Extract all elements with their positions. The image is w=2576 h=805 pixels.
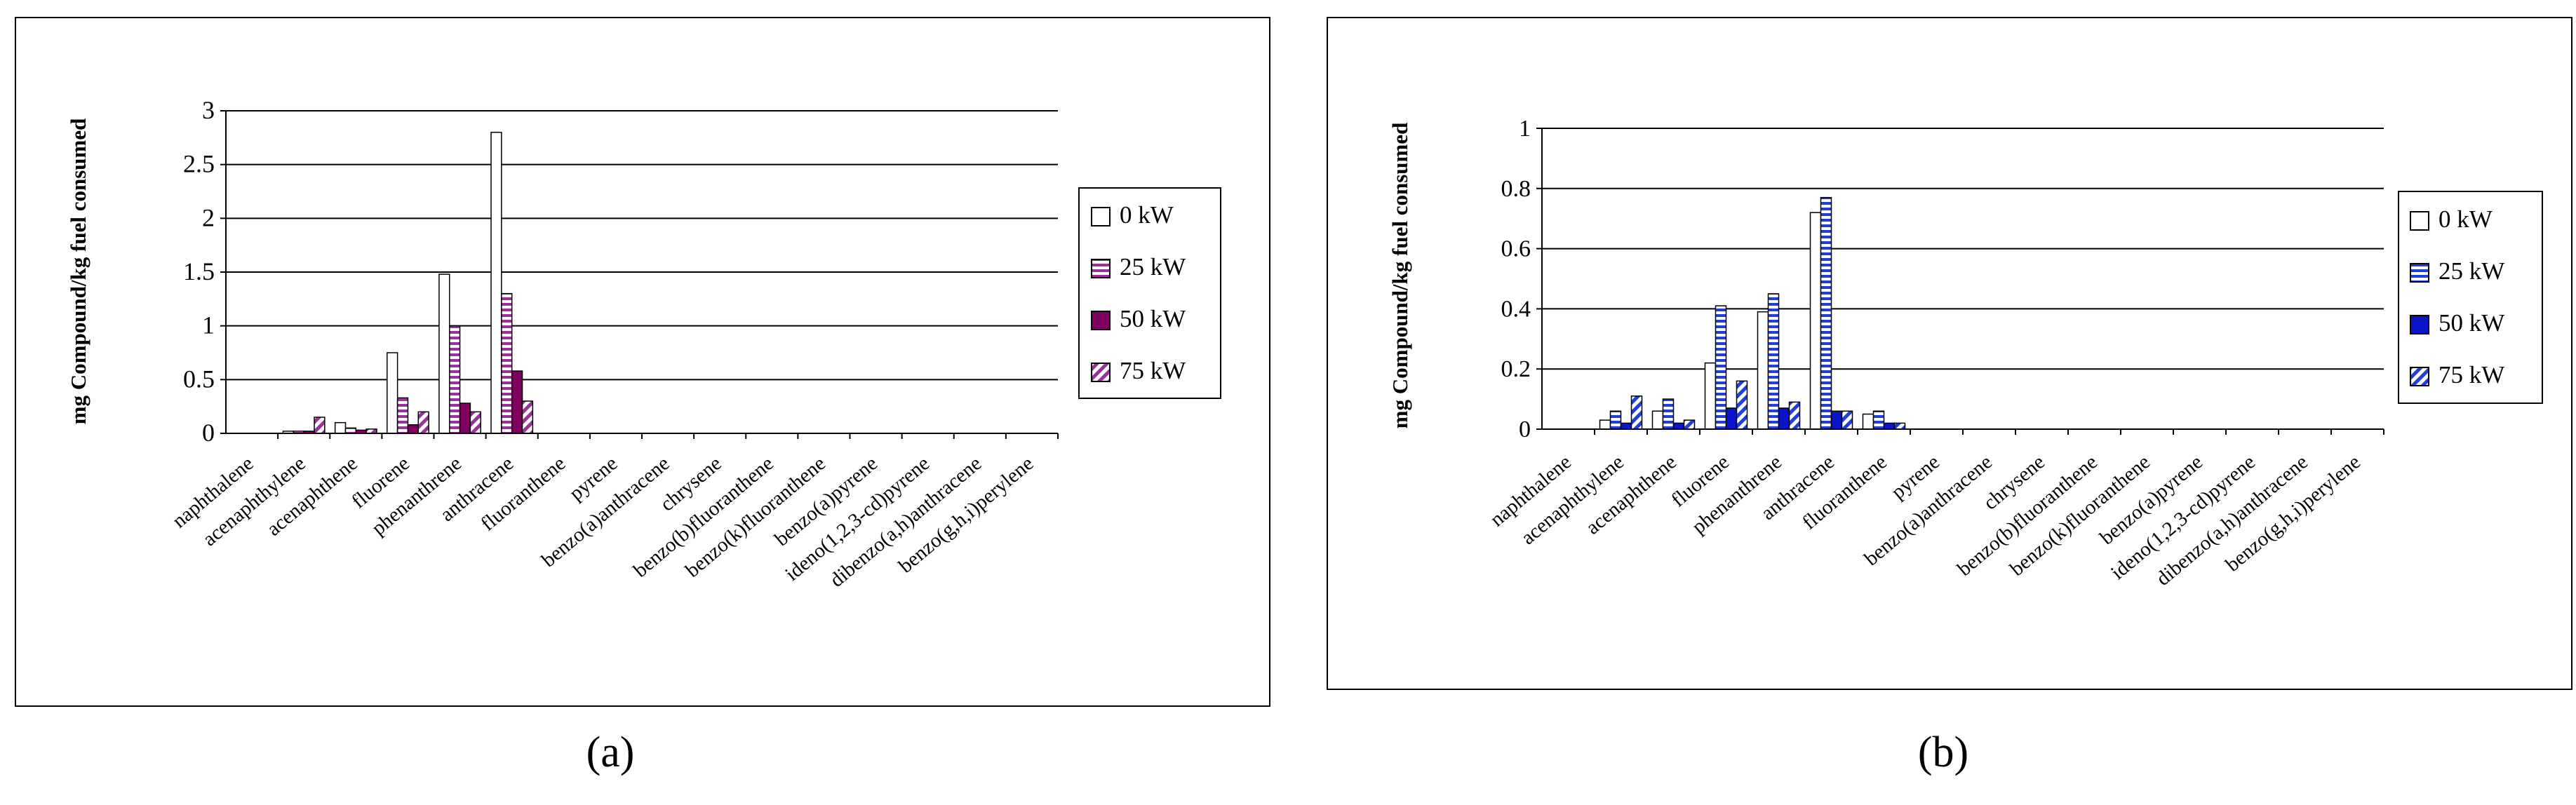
bar [1767, 293, 1780, 430]
bar [521, 400, 534, 434]
chart-a-legend: 0 kW 25 kW 50 kW 75 kW [1078, 187, 1221, 399]
bar [438, 273, 450, 434]
legend-label: 25 kW [2439, 257, 2504, 285]
chart-a-y-ticks: 0 0.5 1 1.5 2 2.5 3 [183, 96, 226, 447]
y-tick-label: 0.4 [1501, 296, 1531, 322]
legend-label: 25 kW [1120, 253, 1186, 280]
chart-b-bars [1599, 196, 1906, 430]
bar [1599, 419, 1611, 430]
bar [1830, 410, 1843, 430]
y-tick-label: 1 [202, 311, 215, 339]
y-tick-label: 2 [202, 203, 215, 231]
legend-label: 0 kW [1120, 201, 1174, 229]
chart-b-frame [1327, 17, 2572, 690]
bar [1778, 407, 1790, 430]
y-tick-label: 0.2 [1501, 356, 1531, 382]
chart-b: 00.20.40.60.81 naphthaleneacenaphthylene… [1327, 17, 2572, 690]
chart-a: 00.511.522.53 naphthaleneacenaphthylenea… [15, 17, 1270, 707]
bar [1672, 422, 1685, 430]
chart-b-y-label: mg Compound/kg fuel consumed [1388, 123, 1412, 429]
legend-swatch [1091, 363, 1111, 382]
legend-swatch [2410, 211, 2429, 231]
bar [1872, 410, 1885, 430]
bar [1651, 410, 1664, 430]
y-tick-label: 3 [202, 96, 215, 124]
bar [396, 397, 409, 434]
bar [1883, 422, 1896, 430]
bar [1820, 196, 1832, 430]
bar [314, 417, 326, 434]
legend-label: 75 kW [2439, 361, 2504, 388]
legend-swatch [1091, 259, 1111, 278]
bar [1662, 398, 1675, 430]
legend-swatch [1091, 311, 1111, 330]
legend-swatch [1091, 207, 1111, 226]
bar [1757, 311, 1769, 430]
bar [469, 411, 481, 434]
bar [1609, 410, 1622, 430]
bar [1862, 413, 1874, 430]
y-tick-label: 1 [1519, 116, 1531, 142]
y-tick-label: 0.5 [183, 365, 215, 393]
bar [490, 131, 502, 434]
y-tick-label: 1.5 [183, 257, 215, 285]
bar [1893, 422, 1906, 430]
bar [1788, 401, 1801, 430]
bar [334, 421, 347, 434]
legend-label: 0 kW [2439, 205, 2493, 233]
legend-swatch [2410, 315, 2429, 334]
bar [1683, 419, 1696, 430]
bar [511, 370, 523, 434]
bar [501, 292, 513, 434]
y-tick-label: 0 [1519, 417, 1531, 442]
y-tick-label: 0.8 [1501, 176, 1531, 202]
chart-b-legend: 0 kW 25 kW 50 kW 75 kW [2398, 191, 2543, 404]
bar [1704, 362, 1717, 430]
y-tick-label: 0.6 [1501, 236, 1531, 262]
bar [1736, 380, 1748, 430]
bar [407, 424, 420, 434]
bar [1630, 395, 1643, 430]
bar [459, 402, 471, 434]
bar [1715, 305, 1727, 430]
chart-a-frame [15, 17, 1270, 707]
chart-a-gridlines [226, 110, 1058, 381]
bar [448, 325, 461, 434]
legend-label: 50 kW [1120, 305, 1186, 332]
panel-label-a: (a) [586, 729, 635, 776]
y-tick-label: 2.5 [183, 150, 215, 178]
y-tick-label: 0 [202, 419, 215, 447]
chart-b-y-ticks: 0 0.2 0.4 0.6 0.8 1 [1501, 116, 1542, 442]
bar [1841, 410, 1853, 430]
chart-a-y-label: mg Compound/kg fuel consumed [66, 119, 90, 425]
bar [1620, 422, 1632, 430]
bar [387, 352, 398, 434]
legend-label: 75 kW [1120, 357, 1186, 384]
legend-swatch [2410, 367, 2429, 386]
legend-label: 50 kW [2439, 309, 2504, 337]
chart-b-gridlines [1542, 128, 2384, 370]
legend-swatch [2410, 263, 2429, 283]
bar [1725, 407, 1738, 430]
bar [1809, 212, 1822, 430]
bar [417, 411, 429, 434]
bar [344, 427, 357, 434]
panel-label-b: (b) [1917, 729, 1969, 776]
